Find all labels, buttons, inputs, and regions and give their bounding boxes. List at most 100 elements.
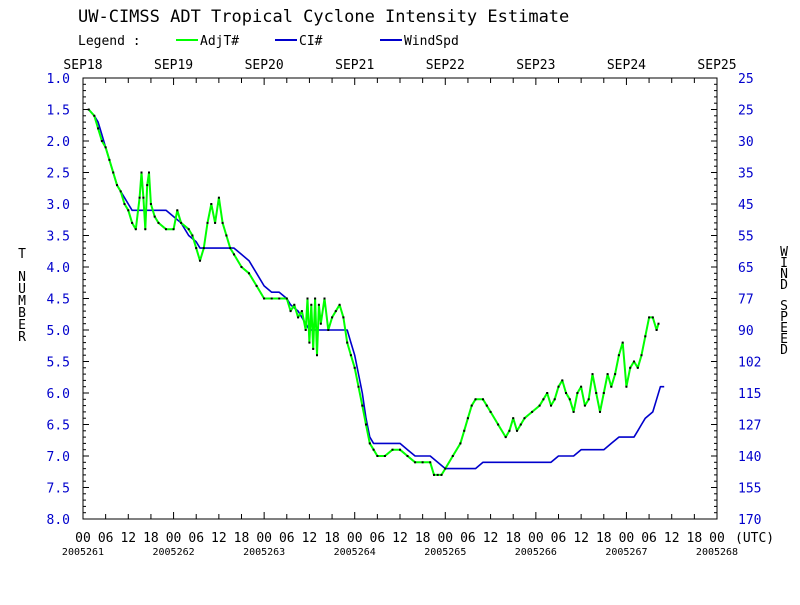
adjt-point [217, 196, 220, 199]
adjt-point [297, 316, 300, 319]
hour-label: 18 [415, 531, 431, 546]
adjt-point [149, 203, 152, 205]
adjt-point [353, 366, 356, 369]
adjt-point [470, 404, 473, 407]
left-axis-title-letter: B [18, 306, 26, 321]
adjt-point [429, 461, 432, 464]
adjt-point [365, 423, 367, 426]
right-tick-label: 77 [738, 293, 754, 308]
adjt-point [308, 341, 311, 344]
adjt-point [263, 297, 266, 300]
adjt-point [421, 461, 424, 464]
right-tick-label: 25 [738, 104, 754, 119]
adjt-point [176, 209, 179, 212]
adjt-point [482, 398, 484, 401]
hour-label: 00 [437, 531, 453, 546]
left-tick-label: 6.5 [47, 419, 70, 434]
adjt-point [317, 303, 320, 306]
adjt-point [144, 228, 147, 231]
adjt-point [546, 392, 549, 394]
adjt-point [376, 455, 379, 457]
adjt-point [580, 385, 583, 388]
adjt-point [436, 473, 439, 476]
adjt-point [504, 436, 507, 439]
adjt-point [372, 448, 375, 451]
adjt-point [633, 360, 635, 363]
left-tick-label: 6.0 [47, 387, 70, 402]
hour-label: 18 [143, 531, 159, 546]
julian-day-label: 2005266 [515, 547, 557, 558]
adjt-point [104, 146, 107, 149]
julian-day-label: 2005262 [152, 547, 194, 558]
left-axis-title-letter: E [18, 318, 26, 333]
adjt-point [108, 158, 111, 161]
right-tick-label: 65 [738, 261, 754, 276]
legend-entry-2: WindSpd [404, 34, 459, 49]
adjt-point [542, 398, 545, 401]
julian-day-label: 2005265 [424, 547, 466, 558]
hour-label: 18 [505, 531, 521, 546]
adjt-point [602, 392, 605, 394]
adjt-point [187, 228, 190, 231]
adjt-point [565, 392, 567, 394]
adjt-point [531, 410, 534, 413]
left-tick-label: 7.5 [47, 482, 70, 497]
left-tick-label: 1.5 [47, 104, 70, 119]
adjt-point [617, 354, 620, 357]
adjt-point [293, 303, 296, 306]
adjt-point [599, 410, 601, 413]
adjt-point [319, 322, 322, 325]
adjt-point [516, 429, 518, 432]
hour-label: 00 [619, 531, 635, 546]
left-tick-label: 7.0 [47, 450, 70, 465]
right-tick-label: 170 [738, 513, 761, 528]
hour-label: 12 [573, 531, 589, 546]
hour-label: 00 [75, 531, 91, 546]
adjt-point [142, 196, 145, 199]
adjt-point [206, 221, 209, 224]
adjt-point [191, 234, 194, 237]
adjt-point [289, 310, 292, 313]
adjt-point [127, 209, 130, 212]
adjt-point [629, 366, 632, 369]
hour-label: 12 [392, 531, 408, 546]
adjt-point [463, 429, 466, 432]
hour-label: 06 [460, 531, 476, 546]
adjt-point [165, 228, 167, 231]
hour-label: 12 [302, 531, 318, 546]
top-date-label: SEP24 [607, 58, 646, 73]
left-tick-label: 4.5 [47, 293, 70, 308]
right-tick-label: 127 [738, 419, 761, 434]
adjt-point [414, 461, 417, 464]
adjt-point [153, 215, 156, 218]
hour-label: 06 [551, 531, 567, 546]
right-axis-title-letter: D [780, 278, 788, 293]
adjt-point [591, 373, 594, 376]
adjt-point [550, 404, 552, 407]
adjt-point [349, 354, 352, 357]
top-date-label: SEP19 [154, 58, 193, 73]
adjt-point [314, 297, 317, 300]
hour-label: 00 [709, 531, 725, 546]
hour-label: 12 [211, 531, 227, 546]
julian-day-label: 2005264 [334, 547, 376, 558]
right-tick-label: 155 [738, 482, 761, 497]
left-axis-title-letter: M [18, 294, 26, 309]
adjt-point [655, 329, 658, 331]
adjt-point [444, 467, 447, 470]
chart-title: UW-CIMSS ADT Tropical Cyclone Intensity … [78, 7, 569, 27]
left-axis-title-letter: N [18, 270, 26, 285]
right-tick-label: 102 [738, 356, 761, 371]
right-axis-title-letter: D [780, 343, 788, 358]
hour-label: 18 [324, 531, 340, 546]
top-date-label: SEP18 [63, 58, 102, 73]
right-tick-label: 25 [738, 72, 754, 87]
adjt-point [327, 329, 330, 331]
adjt-point [112, 171, 115, 174]
adjt-point [357, 385, 360, 388]
right-tick-label: 45 [738, 198, 754, 213]
adjt-point [587, 398, 590, 401]
